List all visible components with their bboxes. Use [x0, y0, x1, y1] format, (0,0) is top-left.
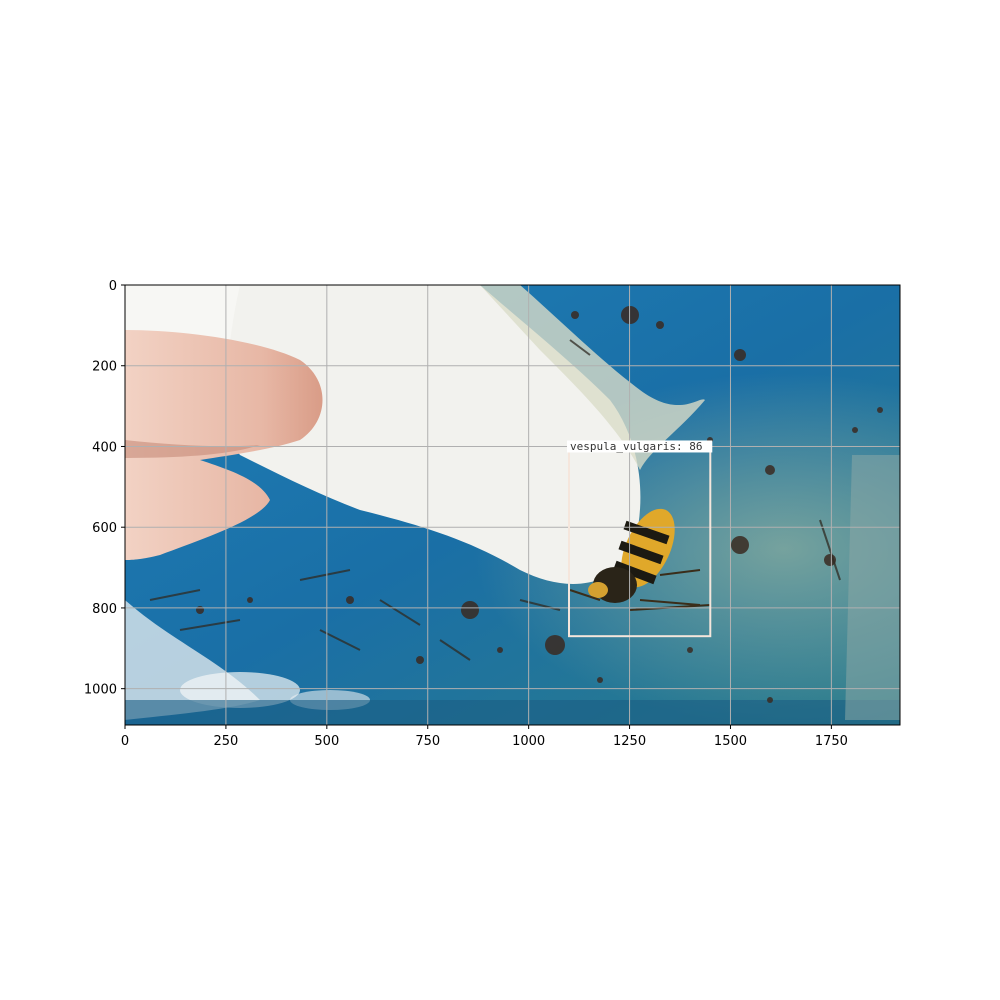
y-tick-label: 600 [92, 521, 117, 536]
x-tick-label: 1500 [714, 734, 747, 749]
x-tick-label: 0 [121, 734, 129, 749]
y-tick-label: 800 [92, 602, 117, 617]
x-tick-label: 1000 [512, 734, 545, 749]
x-tick-label: 1750 [815, 734, 848, 749]
photo-image [125, 285, 900, 725]
x-tick-label: 1250 [613, 734, 646, 749]
x-tick-label: 750 [415, 734, 440, 749]
axes-frame [124, 284, 901, 726]
detection-label: vespula_vulgaris: 86 [570, 440, 702, 453]
x-tick-label: 250 [213, 734, 238, 749]
grid [125, 285, 900, 725]
y-tick-label: 0 [109, 279, 117, 294]
y-tick-label: 200 [92, 360, 117, 375]
detection-box: vespula_vulgaris: 86 [567, 440, 713, 638]
y-axis: 0 200 400 600 800 1000 [84, 279, 125, 698]
x-axis: 0 250 500 750 1000 1250 1500 1750 [121, 725, 848, 749]
detection-label-background [567, 440, 713, 453]
y-tick-label: 400 [92, 440, 117, 455]
y-tick-label: 1000 [84, 683, 117, 698]
wasp-icon [569, 508, 711, 611]
x-tick-label: 500 [314, 734, 339, 749]
